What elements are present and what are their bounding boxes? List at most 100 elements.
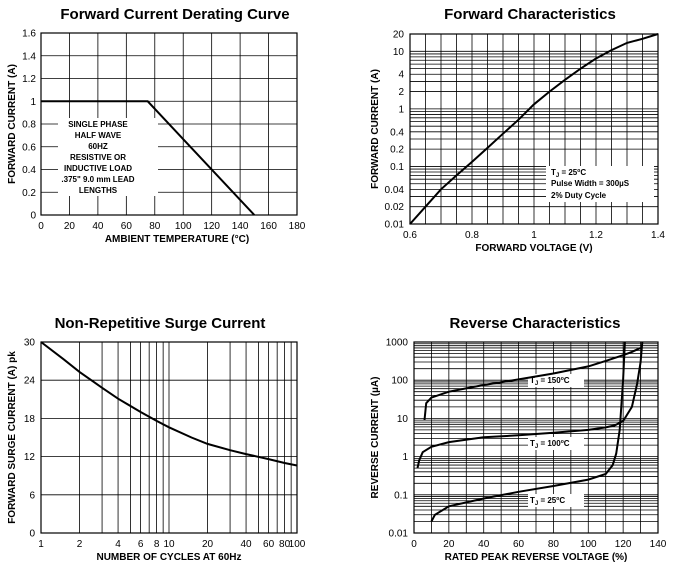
reverse-x-tick: 60 <box>513 539 525 550</box>
derating-x-tick: 80 <box>149 221 161 232</box>
forward-x-tick: 0.6 <box>403 230 417 241</box>
reverse-x-tick: 20 <box>443 539 455 550</box>
forward-y-tick: 0.2 <box>390 145 404 156</box>
surge-frame <box>40 341 298 534</box>
forward-note-line: Pulse Width = 300µS <box>551 179 630 188</box>
forward-x-label: FORWARD VOLTAGE (V) <box>475 243 592 254</box>
reverse-x-label: RATED PEAK REVERSE VOLTAGE (%) <box>445 552 628 563</box>
derating-note-line: LENGTHS <box>79 186 118 195</box>
surge-curve <box>40 341 298 467</box>
surge-x-tick: 1 <box>38 539 44 550</box>
derating-y-tick: 0.6 <box>22 142 36 153</box>
forward-note-bg <box>546 166 654 202</box>
derating-x-tick: 60 <box>121 221 133 232</box>
reverse-y-tick: 1 <box>402 452 408 463</box>
derating-x-tick: 100 <box>175 221 192 232</box>
derating-x-tick: 140 <box>232 221 249 232</box>
derating-x-tick: 120 <box>203 221 220 232</box>
derating-x-tick: 160 <box>260 221 277 232</box>
forward-title: Forward Characteristics <box>444 6 616 23</box>
derating-curve <box>41 100 256 216</box>
derating-note-bg <box>58 118 158 196</box>
reverse-frame <box>413 341 659 534</box>
reverse-title: Reverse Characteristics <box>450 315 621 332</box>
surge-x-tick: 80 <box>279 539 291 550</box>
forward-x-tick: 1 <box>531 230 537 241</box>
derating-note-line: .375" 9.0 mm LEAD <box>61 175 134 184</box>
surge-y-tick: 12 <box>24 452 36 463</box>
derating-note-line: 60HZ <box>88 142 108 151</box>
derating-y-tick: 1.2 <box>22 74 36 85</box>
forward-curve <box>409 33 659 225</box>
forward-x-tick: 0.8 <box>465 230 479 241</box>
forward-y-label: FORWARD CURRENT (A) <box>370 69 381 189</box>
surge-y-tick: 6 <box>29 490 35 501</box>
derating-title: Forward Current Derating Curve <box>60 6 289 23</box>
surge-y-label: FORWARD SURGE CURRENT (A) pk <box>7 351 18 524</box>
derating-note-line: RESISTIVE OR <box>70 153 126 162</box>
surge-y-tick: 0 <box>29 529 35 540</box>
forward-y-tick: 0.02 <box>385 202 405 213</box>
forward-y-tick: 10 <box>393 47 405 58</box>
derating-y-tick: 0.8 <box>22 120 36 131</box>
forward-y-tick: 0.1 <box>390 162 404 173</box>
reverse-series-label: TJ = 100oC <box>530 439 570 450</box>
forward-y-tick: 0.04 <box>385 185 405 196</box>
derating-y-tick: 1.6 <box>22 29 36 40</box>
derating-x-tick: 180 <box>289 221 306 232</box>
reverse-x-tick: 0 <box>411 539 417 550</box>
forward-y-tick: 0.4 <box>390 127 404 138</box>
forward-note-line: 2% Duty Cycle <box>551 191 607 200</box>
derating-note-line: HALF WAVE <box>75 131 122 140</box>
reverse-y-tick: 0.01 <box>389 529 409 540</box>
derating-x-tick: 20 <box>64 221 76 232</box>
forward-x-tick: 1.4 <box>651 230 665 241</box>
derating-y-tick: 1.4 <box>22 51 36 62</box>
reverse-x-tick: 80 <box>548 539 560 550</box>
reverse-curve-1 <box>416 341 644 469</box>
reverse-y-tick: 10 <box>397 414 409 425</box>
forward-note-line: TJ = 25oC <box>551 168 586 179</box>
reverse-x-tick: 40 <box>478 539 490 550</box>
derating-y-tick: 0 <box>30 211 36 222</box>
reverse-x-tick: 120 <box>615 539 632 550</box>
surge-x-tick: 60 <box>263 539 275 550</box>
derating-y-tick: 0.4 <box>22 165 36 176</box>
reverse-series-label: TJ = 25oC <box>530 496 565 507</box>
reverse-y-label: REVERSE CURRENT (µA) <box>370 377 381 499</box>
forward-x-tick: 1.2 <box>589 230 603 241</box>
reverse-y-tick: 0.1 <box>394 490 408 501</box>
surge-x-tick: 20 <box>202 539 214 550</box>
reverse-x-tick: 140 <box>650 539 667 550</box>
forward-y-tick: 4 <box>398 70 404 81</box>
forward-frame <box>409 33 659 225</box>
surge-x-tick: 2 <box>77 539 83 550</box>
forward-y-tick: 0.01 <box>385 220 405 231</box>
derating-note-line: SINGLE PHASE <box>68 120 128 129</box>
forward-y-tick: 2 <box>398 87 404 98</box>
reverse-label-bg <box>528 437 584 450</box>
surge-x-tick: 10 <box>163 539 175 550</box>
surge-title: Non-Repetitive Surge Current <box>55 315 266 332</box>
surge-x-tick: 4 <box>115 539 121 550</box>
reverse-label-bg <box>528 494 584 507</box>
derating-x-label: AMBIENT TEMPERATURE (°C) <box>105 234 249 245</box>
reverse-series-label: TJ = 150oC <box>530 376 570 387</box>
surge-y-tick: 30 <box>24 338 36 349</box>
surge-x-label: NUMBER OF CYCLES AT 60Hz <box>96 552 241 563</box>
surge-x-tick: 40 <box>241 539 253 550</box>
forward-y-tick: 20 <box>393 30 405 41</box>
derating-y-tick: 0.2 <box>22 188 36 199</box>
derating-frame <box>40 32 298 216</box>
reverse-label-bg <box>528 374 584 387</box>
derating-note-line: INDUCTIVE LOAD <box>64 164 132 173</box>
surge-y-tick: 24 <box>24 376 36 387</box>
reverse-x-tick: 100 <box>580 539 597 550</box>
forward-y-tick: 1 <box>398 104 404 115</box>
reverse-curve-2 <box>430 341 626 522</box>
reverse-y-tick: 100 <box>391 376 408 387</box>
surge-x-tick: 100 <box>289 539 306 550</box>
surge-x-tick: 6 <box>138 539 144 550</box>
surge-x-tick: 8 <box>154 539 160 550</box>
reverse-y-tick: 1000 <box>386 338 409 349</box>
